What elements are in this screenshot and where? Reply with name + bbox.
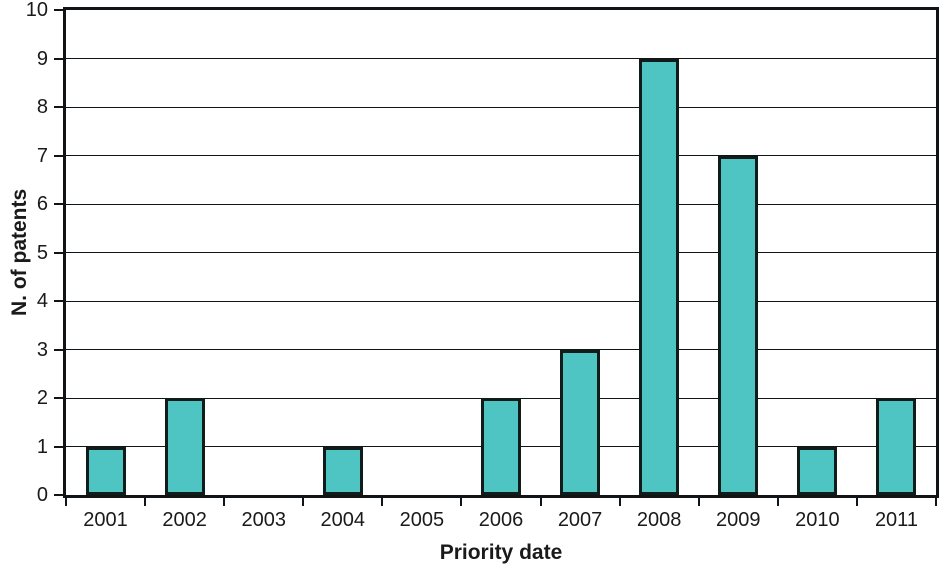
x-axis-tick bbox=[539, 495, 542, 506]
y-axis-tick bbox=[54, 106, 63, 108]
y-tick-label: 10 bbox=[25, 0, 48, 21]
x-tick-label: 2006 bbox=[478, 509, 524, 531]
x-tick-label: 2007 bbox=[557, 509, 603, 531]
bar-2001 bbox=[85, 446, 126, 495]
bar-2002 bbox=[164, 398, 205, 495]
x-axis-tick bbox=[144, 495, 147, 506]
x-axis-tick bbox=[65, 495, 67, 506]
y-axis-tick bbox=[54, 154, 63, 157]
y-tick-label: 8 bbox=[36, 96, 48, 118]
gridline bbox=[66, 252, 936, 253]
y-tick-label: 6 bbox=[36, 193, 48, 215]
bar-2010 bbox=[797, 446, 838, 495]
gridline bbox=[66, 155, 936, 156]
x-axis-tick bbox=[935, 495, 937, 506]
x-tick-label: 2002 bbox=[162, 509, 207, 531]
y-axis-tick bbox=[54, 494, 63, 496]
y-tick-label: 2 bbox=[36, 387, 48, 409]
x-tick-label: 2009 bbox=[716, 509, 761, 531]
y-axis-tick bbox=[54, 397, 63, 399]
y-axis-tick bbox=[54, 445, 63, 448]
gridline bbox=[66, 349, 936, 350]
gridline bbox=[66, 203, 936, 205]
y-axis-tick bbox=[54, 300, 63, 302]
y-tick-label: 1 bbox=[36, 435, 48, 458]
x-tick-label: 2008 bbox=[636, 509, 682, 531]
y-axis-tick bbox=[54, 203, 63, 205]
bars-layer bbox=[66, 10, 936, 495]
plot-area: 0 1 2 3 4 5 6 7 8 9 10 2001 2002 2003 2004 2005 2006 2007… bbox=[26, 0, 939, 531]
bar-2011 bbox=[876, 398, 917, 495]
y-axis-tick bbox=[54, 57, 63, 60]
gridline bbox=[66, 58, 936, 59]
x-tick-label: 2003 bbox=[241, 509, 286, 531]
x-axis-tick bbox=[223, 495, 226, 506]
x-axis-title: Priority date bbox=[439, 541, 563, 564]
y-axis-tick bbox=[54, 348, 63, 351]
x-axis-tick bbox=[302, 495, 305, 506]
y-tick-label: 9 bbox=[36, 47, 48, 70]
y-tick-label: 0 bbox=[36, 484, 48, 506]
gridline bbox=[66, 106, 936, 108]
x-axis-tick bbox=[776, 495, 779, 506]
bar-2004 bbox=[322, 446, 363, 495]
y-tick-label: 7 bbox=[36, 144, 48, 167]
bar-2009 bbox=[718, 155, 759, 495]
x-axis-tick bbox=[618, 495, 621, 506]
y-tick-label: 4 bbox=[36, 290, 48, 312]
bar-2006 bbox=[481, 398, 521, 495]
y-tick-label: 5 bbox=[36, 241, 48, 264]
y-tick-label: 3 bbox=[36, 338, 48, 361]
x-tick-label: 2011 bbox=[874, 509, 918, 531]
y-axis-tick bbox=[54, 9, 63, 11]
gridline bbox=[66, 300, 936, 302]
x-axis-tick bbox=[697, 495, 700, 506]
x-axis-tick bbox=[855, 495, 858, 506]
axis-ticks-layer: 0 1 2 3 4 5 6 7 8 9 10 2001 2002 2003 2004 2005 2006 2007… bbox=[26, 0, 937, 531]
x-tick-label: 2005 bbox=[399, 509, 445, 531]
x-tick-label: 2004 bbox=[320, 509, 366, 531]
x-axis-tick bbox=[381, 495, 384, 506]
x-tick-label: 2010 bbox=[795, 509, 840, 531]
bar-2007 bbox=[560, 349, 601, 495]
y-axis-tick bbox=[54, 251, 63, 254]
bar-2008 bbox=[639, 58, 680, 495]
x-tick-label: 2001 bbox=[83, 509, 128, 531]
x-axis-tick bbox=[460, 495, 463, 506]
